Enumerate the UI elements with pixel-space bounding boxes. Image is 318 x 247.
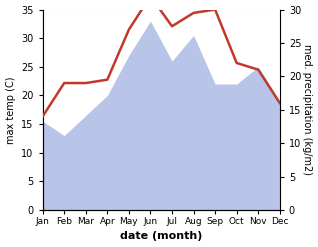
X-axis label: date (month): date (month) [120, 231, 203, 242]
Y-axis label: med. precipitation (kg/m2): med. precipitation (kg/m2) [302, 44, 313, 175]
Y-axis label: max temp (C): max temp (C) [5, 76, 16, 144]
